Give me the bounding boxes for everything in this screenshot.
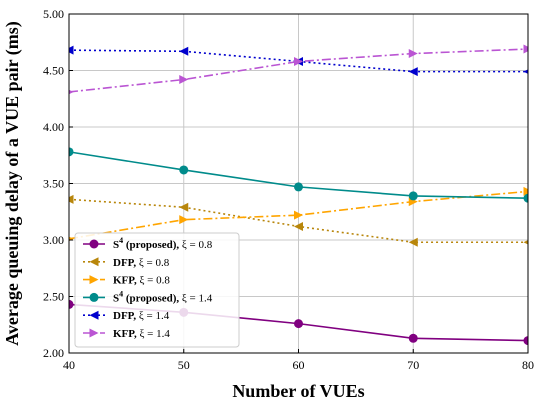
series-line — [69, 49, 528, 73]
series-5 — [69, 45, 528, 77]
legend-label: DFP, ξ = 1.4 — [113, 310, 170, 322]
data-point — [294, 210, 303, 220]
data-point — [69, 45, 74, 55]
data-point — [408, 333, 418, 343]
series-4 — [69, 147, 528, 203]
data-point — [179, 75, 189, 85]
series-2 — [69, 194, 528, 247]
y-tick-label: 3.50 — [43, 177, 64, 191]
data-point — [408, 67, 418, 77]
data-point — [179, 215, 189, 225]
y-tick-label: 3.00 — [43, 233, 64, 247]
legend-marker — [89, 328, 99, 338]
data-point — [69, 299, 74, 309]
legend-label: DFP, ξ = 0.8 — [113, 257, 170, 269]
data-point — [523, 240, 528, 245]
legend-marker — [89, 239, 99, 249]
data-point — [523, 336, 528, 346]
data-point — [69, 147, 74, 157]
data-point — [69, 89, 74, 95]
series-line — [69, 48, 528, 93]
data-point — [179, 165, 189, 175]
legend-label: KFP, ξ = 0.8 — [113, 275, 170, 287]
legend-entry: S4 (proposed), ξ = 1.4 — [83, 289, 213, 304]
y-tick-label: 5.00 — [43, 7, 64, 21]
data-point — [523, 69, 528, 74]
y-tick-label: 4.50 — [43, 64, 64, 78]
y-tick-label: 2.00 — [43, 346, 64, 360]
data-point — [69, 194, 74, 204]
legend-marker — [89, 292, 99, 302]
data-point — [294, 56, 303, 66]
legend-entry: S4 (proposed), ξ = 0.8 — [83, 236, 213, 251]
legend-label: S4 (proposed), ξ = 1.4 — [113, 289, 213, 304]
data-point — [523, 44, 528, 54]
y-axis-label: Average queuing delay of a VUE pair (ms) — [2, 21, 23, 346]
data-point — [523, 186, 528, 196]
legend-marker — [89, 275, 99, 285]
legend-entry: KFP, ξ = 1.4 — [83, 328, 170, 340]
series-6 — [69, 44, 528, 95]
legend-label: KFP, ξ = 1.4 — [113, 328, 170, 340]
data-point — [408, 237, 418, 247]
data-point — [408, 191, 418, 201]
x-tick-label: 50 — [178, 358, 190, 372]
legend-label: S4 (proposed), ξ = 0.8 — [113, 236, 213, 251]
x-tick-label: 40 — [63, 358, 75, 372]
x-tick-label: 60 — [293, 358, 305, 372]
legend: S4 (proposed), ξ = 0.8 DFP, ξ = 0.8 KFP, ξ… — [74, 232, 240, 348]
x-axis-label: Number of VUEs — [232, 381, 364, 401]
y-tick-label: 2.50 — [43, 290, 64, 304]
legend-entry: KFP, ξ = 0.8 — [83, 275, 170, 287]
data-point — [294, 182, 303, 192]
x-tick-label: 70 — [407, 358, 419, 372]
legend-entry: DFP, ξ = 0.8 — [83, 257, 170, 269]
data-point — [294, 319, 303, 329]
data-point — [408, 49, 418, 59]
data-point — [294, 221, 303, 231]
legend-entry: DFP, ξ = 1.4 — [83, 310, 170, 322]
ticks: 40 50 60 70 80 2.00 2.50 3.00 3.50 4.00 4.50 5.00 — [43, 7, 534, 372]
data-point — [179, 46, 189, 56]
legend-marker — [89, 257, 99, 267]
x-tick-label: 80 — [522, 358, 534, 372]
legend-marker — [89, 310, 99, 320]
data-point — [523, 193, 528, 203]
legend-box — [74, 232, 240, 348]
y-tick-label: 4.00 — [43, 120, 64, 134]
series-layer — [69, 44, 528, 346]
data-point — [179, 202, 189, 212]
